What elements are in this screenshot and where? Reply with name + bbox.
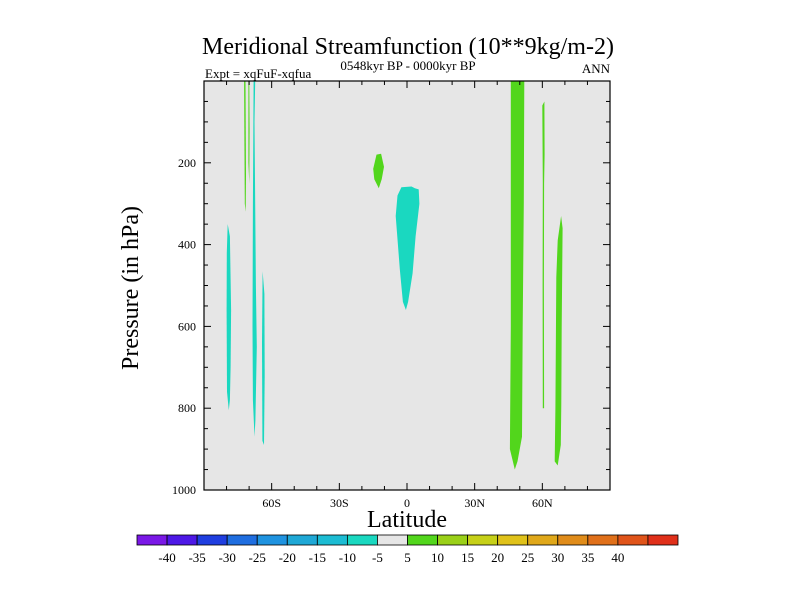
y-axis-label: Pressure (in hPa) [118,206,144,370]
contour-region-green-sh-blob [373,153,384,189]
colorbar-swatch [136,534,168,546]
subtitle-left: Expt = xqFuF-xqfua [205,66,312,81]
colorbar-label: -40 [158,550,175,565]
axis-ticks: 60S 30S 0 30N 60N 200 400 600 800 1000 [172,80,611,510]
contour-region-green-sh-thin [244,81,246,212]
colorbar-swatch [437,534,469,546]
y-tick-label: 800 [178,401,196,415]
x-tick-label: 60S [262,496,281,510]
colorbar-swatch [226,534,258,546]
colorbar-swatch [497,534,529,546]
contour-region-green-nh-band2 [554,216,563,466]
x-tick-label: 60N [532,496,553,510]
colorbar-swatch [527,534,559,546]
colorbar-swatch [467,534,499,546]
contour-region-green-sh-thin2 [248,81,250,184]
colorbar-swatch [316,534,348,546]
chart-title: Meridional Streamfunction (10**9kg/m-2) [202,34,614,60]
colorbar-label: 5 [404,550,411,565]
colorbar-label: 35 [581,550,594,565]
colorbar: -40 -35 -30 -25 -20 -15 -10 -5 5 10 15 20 25 30 35 40 [136,534,679,565]
y-tick-label: 400 [178,238,196,252]
colorbar-swatch [647,534,679,546]
colorbar-swatch [346,534,378,546]
contour-region-cyan-sh-mid [252,81,257,437]
colorbar-label: -10 [339,550,356,565]
colorbar-label: -35 [188,550,205,565]
colorbar-label: -20 [279,550,296,565]
x-tick-label: 30N [464,496,485,510]
colorbar-swatch [407,534,438,546]
y-tick-label: 200 [178,156,196,170]
colorbar-label: 10 [431,550,444,565]
x-tick-label: 0 [404,496,410,510]
colorbar-swatch [166,534,198,546]
colorbar-swatch [196,534,228,546]
colorbar-swatch [256,534,288,546]
colorbar-label: -30 [218,550,235,565]
contour-region-green-nh-band1 [509,81,525,470]
colorbar-swatch [286,534,318,546]
colorbar-swatch [557,534,589,546]
colorbar-label: 15 [461,550,474,565]
contour-region-cyan-sh-left [226,224,232,411]
colorbar-swatch [617,534,649,546]
colorbar-label: -15 [309,550,326,565]
x-axis-label: Latitude [367,507,447,533]
subtitle-right: ANN [582,61,611,76]
colorbar-swatch [377,534,408,546]
colorbar-label: -25 [249,550,266,565]
subtitle-center: 0548kyr BP - 0000kyr BP [340,58,475,73]
contour-region-green-nh-thin [542,101,545,409]
colorbar-swatch [587,534,619,546]
contour-region-cyan-sh-right [262,271,265,445]
y-tick-label: 1000 [172,483,196,497]
colorbar-label: 25 [521,550,534,565]
contour-regions [226,81,563,470]
y-tick-label: 600 [178,319,196,333]
colorbar-label: 20 [491,550,504,565]
colorbar-label: -5 [372,550,383,565]
colorbar-label: 40 [611,550,624,565]
x-tick-label: 30S [330,496,349,510]
contour-region-cyan-equator [395,186,420,310]
colorbar-label: 30 [551,550,564,565]
